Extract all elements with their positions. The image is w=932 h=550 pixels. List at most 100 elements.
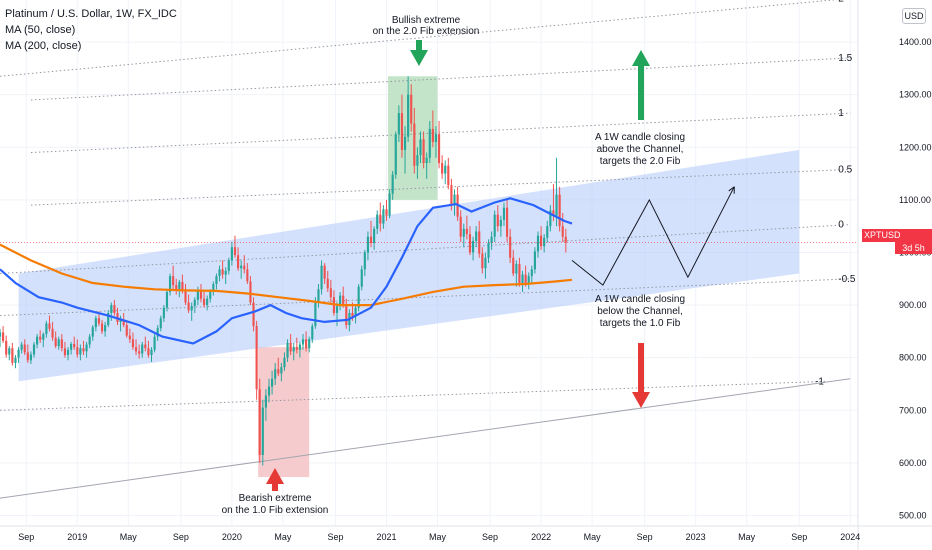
candle-128 xyxy=(394,131,397,179)
legend-title[interactable]: Platinum / U.S. Dollar, 1W, FX_IDC xyxy=(5,8,177,20)
candle-body xyxy=(150,349,153,356)
candle-body xyxy=(119,319,122,322)
candle-22 xyxy=(66,347,70,361)
lower-trendline xyxy=(0,378,851,499)
candle-61 xyxy=(187,294,190,313)
ma200-line xyxy=(0,243,573,307)
candle-body xyxy=(490,236,493,244)
candle-156 xyxy=(481,247,484,274)
candle-33 xyxy=(100,319,104,335)
candle-body xyxy=(246,269,249,282)
candle-body xyxy=(63,348,67,356)
candle-23 xyxy=(70,341,73,355)
candle-body xyxy=(113,305,116,313)
candle-19 xyxy=(57,336,60,350)
fib-layer: 2 1.5 1 0.5 0 -0.5 -1 xyxy=(0,0,856,499)
candle-72 xyxy=(221,260,224,279)
candle-171 xyxy=(527,272,530,290)
candle-3 xyxy=(8,346,11,361)
candle-118 xyxy=(363,249,366,277)
candle-body xyxy=(233,247,237,256)
price-tag-symbol: XPTUSD xyxy=(864,230,901,240)
candle-body xyxy=(465,228,468,235)
candle-71 xyxy=(218,265,221,282)
candle-96 xyxy=(295,337,298,354)
candle-body xyxy=(292,347,295,352)
projection-layer xyxy=(571,186,735,286)
candle-body xyxy=(54,337,57,347)
candle-body xyxy=(431,128,434,143)
candle-body xyxy=(91,327,94,337)
candle-110 xyxy=(339,291,342,311)
candle-12 xyxy=(36,334,39,349)
currency-badge[interactable]: USD xyxy=(902,8,926,24)
legend-ma50[interactable]: MA (50, close) xyxy=(5,24,76,36)
candle-body xyxy=(373,228,376,244)
candle-181 xyxy=(558,186,561,232)
candle-2 xyxy=(5,335,8,358)
candle-body xyxy=(193,299,196,307)
candle-121 xyxy=(373,226,376,250)
candle-107 xyxy=(329,279,332,303)
candle-body xyxy=(403,136,407,150)
candle-body xyxy=(354,307,357,317)
candle-15 xyxy=(45,320,48,338)
candle-body xyxy=(267,386,271,396)
candle-133 xyxy=(410,84,413,132)
y-tick-label-4: 900.00 xyxy=(899,300,927,310)
candle-84 xyxy=(258,378,261,463)
candle-body xyxy=(394,134,397,175)
fib-line-2 xyxy=(30,112,851,154)
candle-body xyxy=(397,113,400,135)
candle-body xyxy=(552,210,555,216)
candle-body xyxy=(459,216,462,237)
candle-25 xyxy=(76,339,79,358)
y-tick-label-2: 700.00 xyxy=(899,405,927,415)
candle-62 xyxy=(190,302,193,321)
fib-label-3: 0.5 xyxy=(838,164,852,175)
candle-body xyxy=(165,291,169,308)
candle-body xyxy=(376,214,379,229)
candle-58 xyxy=(178,279,181,298)
y-tick-label-8: 1300.00 xyxy=(899,90,932,100)
candle-78 xyxy=(240,260,243,279)
legend-ma200[interactable]: MA (200, close) xyxy=(5,40,82,52)
candle-body xyxy=(57,339,60,347)
candle-body xyxy=(416,155,419,166)
candle-body xyxy=(202,298,206,306)
candle-body xyxy=(555,194,558,216)
candle-30 xyxy=(91,325,94,341)
candle-body xyxy=(144,344,147,349)
candle-body xyxy=(178,281,181,290)
candle-body xyxy=(175,285,178,290)
candle-body xyxy=(475,231,478,241)
candle-24 xyxy=(73,336,76,350)
candle-body xyxy=(391,174,394,194)
candle-48 xyxy=(147,340,150,358)
candle-body xyxy=(549,210,552,227)
bearish-label-line2: on the 1.0 Fib extension xyxy=(222,505,329,516)
candle-body xyxy=(366,236,370,253)
candle-body xyxy=(181,281,184,292)
candle-body xyxy=(274,369,277,379)
target-up-arrow xyxy=(632,50,650,120)
candle-body xyxy=(196,290,199,300)
candle-body xyxy=(153,336,156,350)
candle-body xyxy=(407,94,410,137)
candle-136 xyxy=(419,131,422,164)
fib-label-5: -0.5 xyxy=(838,274,856,285)
candle-body xyxy=(29,354,33,361)
candle-body xyxy=(329,288,332,298)
candle-74 xyxy=(227,257,230,275)
candle-122 xyxy=(376,210,379,235)
candle-66 xyxy=(202,291,206,308)
candle-body xyxy=(51,328,54,338)
candle-164 xyxy=(505,199,509,242)
candle-67 xyxy=(206,295,209,311)
candle-layer xyxy=(0,76,567,466)
x-tick-label-14: May xyxy=(738,532,756,542)
candle-body xyxy=(215,276,218,285)
candle-20 xyxy=(60,334,63,352)
candle-body xyxy=(543,237,546,247)
